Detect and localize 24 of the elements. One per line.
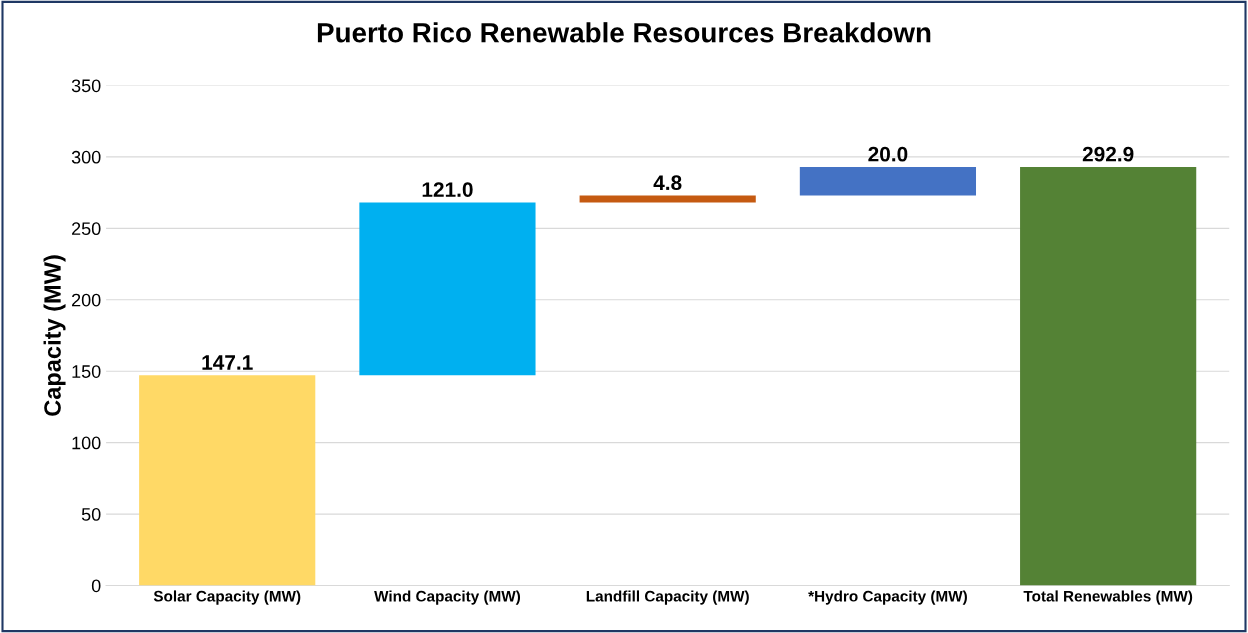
y-tick-label: 0 — [91, 579, 101, 593]
y-tick-label: 250 — [72, 222, 101, 236]
x-tick-label: Solar Capacity (MW) — [153, 590, 301, 605]
data-label: 147.1 — [202, 355, 253, 370]
bar — [799, 167, 977, 196]
data-label: 20.0 — [868, 146, 908, 162]
y-tick-label: 200 — [72, 293, 101, 307]
y-tick-label: 350 — [71, 79, 101, 93]
data-label: 292.9 — [1082, 146, 1134, 162]
x-tick-label: Landfill Capacity (MW) — [586, 590, 749, 605]
data-label: 4.8 — [653, 175, 682, 191]
data-label: 121.0 — [422, 182, 473, 197]
x-tick-label: *Hydro Capacity (MW) — [808, 590, 967, 605]
y-tick-label: 300 — [71, 150, 101, 164]
y-tick-label: 100 — [72, 436, 101, 450]
x-tick-label: Wind Capacity (MW) — [374, 590, 521, 605]
y-tick-label: 50 — [81, 508, 101, 521]
y-tick-label: 150 — [72, 365, 101, 378]
x-tick-label: Total Renewables (MW) — [1023, 590, 1193, 605]
chart-title: Puerto Rico Renewable Resources Breakdown — [317, 22, 931, 43]
y-axis-title: Capacity (MW) — [43, 255, 66, 416]
bar — [359, 202, 536, 376]
bar — [139, 375, 316, 586]
bar — [1020, 167, 1197, 586]
